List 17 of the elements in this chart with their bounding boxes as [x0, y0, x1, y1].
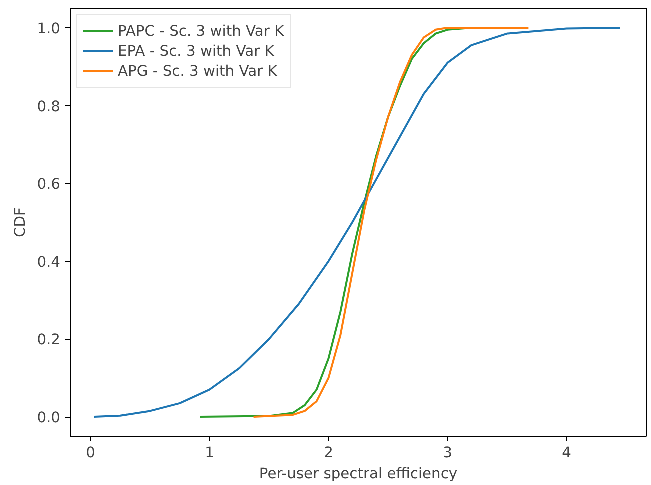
legend-label: EPA - Sc. 3 with Var K — [118, 42, 274, 60]
line-series — [93, 26, 622, 418]
x-tick-label: 2 — [324, 444, 334, 462]
legend-label: APG - Sc. 3 with Var K — [118, 62, 278, 80]
x-tick-label: 1 — [205, 444, 214, 462]
y-tick-label: 0.4 — [37, 254, 61, 271]
x-axis-title: Per-user spectral efficiency — [259, 466, 458, 482]
y-axis-title: CDF — [12, 208, 30, 238]
y-tick-label: 0.2 — [37, 332, 61, 349]
y-tick-label: 0.0 — [37, 410, 61, 427]
y-tick-label: 0.6 — [37, 176, 61, 194]
x-tick-label: 4 — [562, 444, 572, 462]
x-tick-label: 0 — [86, 444, 96, 462]
x-tick-label: 3 — [443, 444, 452, 462]
y-tick-label: 0.8 — [37, 98, 61, 116]
legend-label: PAPC - Sc. 3 with Var K — [118, 22, 284, 40]
y-tick-label: 1.0 — [37, 20, 61, 38]
